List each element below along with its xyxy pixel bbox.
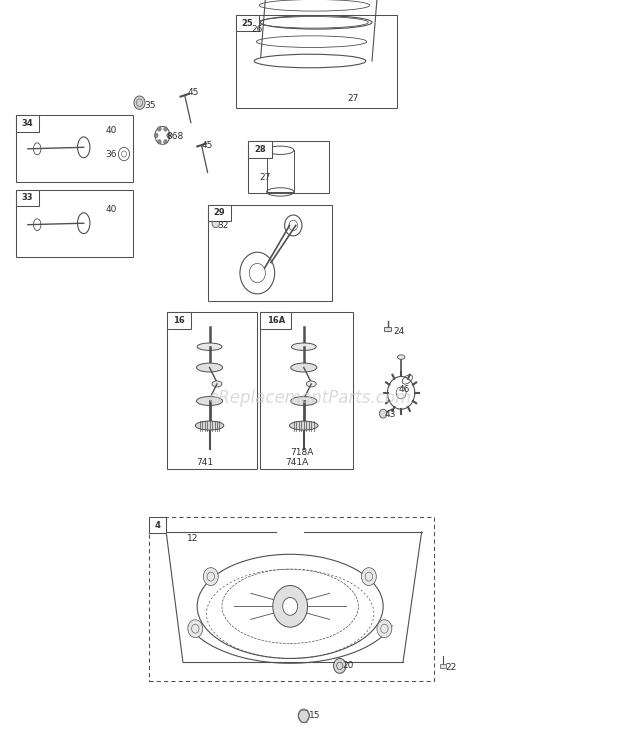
Ellipse shape [195, 421, 224, 430]
Text: 27: 27 [347, 94, 358, 103]
Circle shape [154, 133, 158, 138]
Circle shape [157, 126, 161, 131]
Text: 22: 22 [445, 663, 456, 672]
Text: 16A: 16A [267, 316, 285, 325]
Text: 741A: 741A [285, 458, 309, 467]
Ellipse shape [197, 363, 223, 372]
Bar [267, 150, 294, 192]
Circle shape [134, 96, 145, 109]
Text: 33: 33 [22, 193, 33, 202]
Ellipse shape [290, 421, 318, 430]
Bar [167, 312, 257, 469]
Circle shape [164, 140, 167, 144]
Text: 29: 29 [214, 208, 225, 217]
Bar [167, 312, 191, 329]
Text: 35: 35 [144, 101, 156, 110]
Text: 36: 36 [105, 150, 117, 159]
Circle shape [167, 133, 170, 138]
Text: 4: 4 [154, 521, 161, 530]
Text: 45: 45 [187, 88, 198, 97]
Bar [248, 141, 272, 158]
Circle shape [157, 140, 161, 144]
Circle shape [379, 409, 387, 418]
Ellipse shape [197, 343, 222, 350]
Circle shape [377, 620, 392, 638]
Text: 25: 25 [242, 19, 253, 28]
Text: 43: 43 [384, 410, 396, 419]
Bar [16, 190, 133, 257]
Bar [16, 115, 133, 182]
Text: 15: 15 [309, 711, 321, 720]
Bar [208, 205, 231, 221]
Text: 26: 26 [251, 25, 262, 34]
Ellipse shape [291, 363, 317, 372]
Text: 868: 868 [166, 132, 184, 141]
Ellipse shape [197, 397, 223, 405]
Ellipse shape [212, 381, 222, 387]
Bar [208, 205, 332, 301]
Bar [149, 517, 166, 533]
Text: 40: 40 [105, 126, 117, 135]
Text: 27: 27 [259, 173, 270, 182]
Circle shape [283, 597, 298, 615]
Ellipse shape [254, 54, 366, 68]
Circle shape [334, 658, 346, 673]
Bar [248, 141, 329, 193]
Text: 32: 32 [217, 221, 228, 230]
Ellipse shape [291, 397, 317, 405]
Bar [236, 15, 259, 31]
Circle shape [361, 568, 376, 586]
Text: 20: 20 [342, 661, 353, 670]
Text: 741: 741 [196, 458, 213, 467]
Text: 718A: 718A [290, 448, 314, 457]
Bar [236, 15, 397, 108]
Circle shape [188, 620, 203, 638]
Ellipse shape [291, 343, 316, 350]
Text: 12: 12 [187, 534, 198, 543]
Ellipse shape [306, 381, 316, 387]
Text: 28: 28 [254, 145, 265, 154]
Ellipse shape [267, 146, 294, 155]
Text: 16: 16 [174, 316, 185, 325]
Circle shape [164, 126, 167, 131]
Bar [384, 327, 391, 331]
Bar [149, 517, 434, 681]
Circle shape [203, 568, 218, 586]
Text: 40: 40 [105, 205, 117, 214]
Ellipse shape [397, 355, 405, 359]
Text: 34: 34 [22, 119, 33, 128]
Text: 24: 24 [394, 327, 405, 336]
Text: 46: 46 [399, 385, 410, 394]
Circle shape [273, 586, 308, 627]
Bar [440, 664, 446, 668]
Bar [260, 312, 291, 329]
Circle shape [212, 219, 219, 228]
Bar [16, 190, 39, 206]
Bar [260, 312, 353, 469]
Text: 45: 45 [202, 141, 213, 150]
Bar [16, 115, 39, 132]
Text: eReplacementParts.com: eReplacementParts.com [208, 389, 412, 407]
Circle shape [298, 709, 309, 722]
